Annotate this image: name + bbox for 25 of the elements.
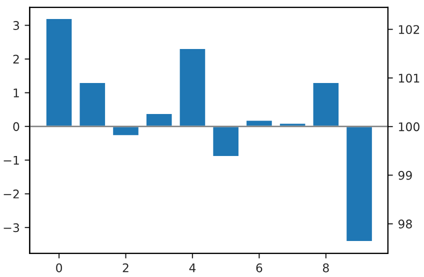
- y2-tick-label: 101: [398, 74, 420, 83]
- bar: [78, 82, 106, 128]
- y-tick-label: −2: [4, 190, 19, 198]
- y-tick-label: 3: [13, 21, 20, 30]
- y2-tick-label: 98: [398, 220, 412, 228]
- bar: [312, 82, 340, 128]
- y-tick-label: 0: [13, 122, 20, 132]
- y-tick-label: 1: [14, 88, 19, 98]
- bar: [345, 126, 374, 242]
- y-tick-label: −3: [4, 223, 20, 232]
- bar: [112, 126, 140, 137]
- bar: [178, 48, 207, 128]
- x-tick-label: 8: [322, 263, 329, 272]
- y2-tick-label: 99: [398, 170, 412, 180]
- x-tick-label: 4: [189, 264, 196, 272]
- y2-tick-label: 102: [398, 25, 420, 34]
- bar: [212, 126, 240, 158]
- x-tick-label: 2: [122, 263, 128, 272]
- y-tick-label: 2: [13, 54, 19, 64]
- y-tick-label: −1: [4, 156, 19, 165]
- bar: [45, 18, 74, 128]
- y2-tick-label: 100: [398, 122, 420, 132]
- x-tick-label: 6: [256, 263, 262, 272]
- x-tick-label: 0: [56, 263, 62, 272]
- bar: [145, 112, 174, 128]
